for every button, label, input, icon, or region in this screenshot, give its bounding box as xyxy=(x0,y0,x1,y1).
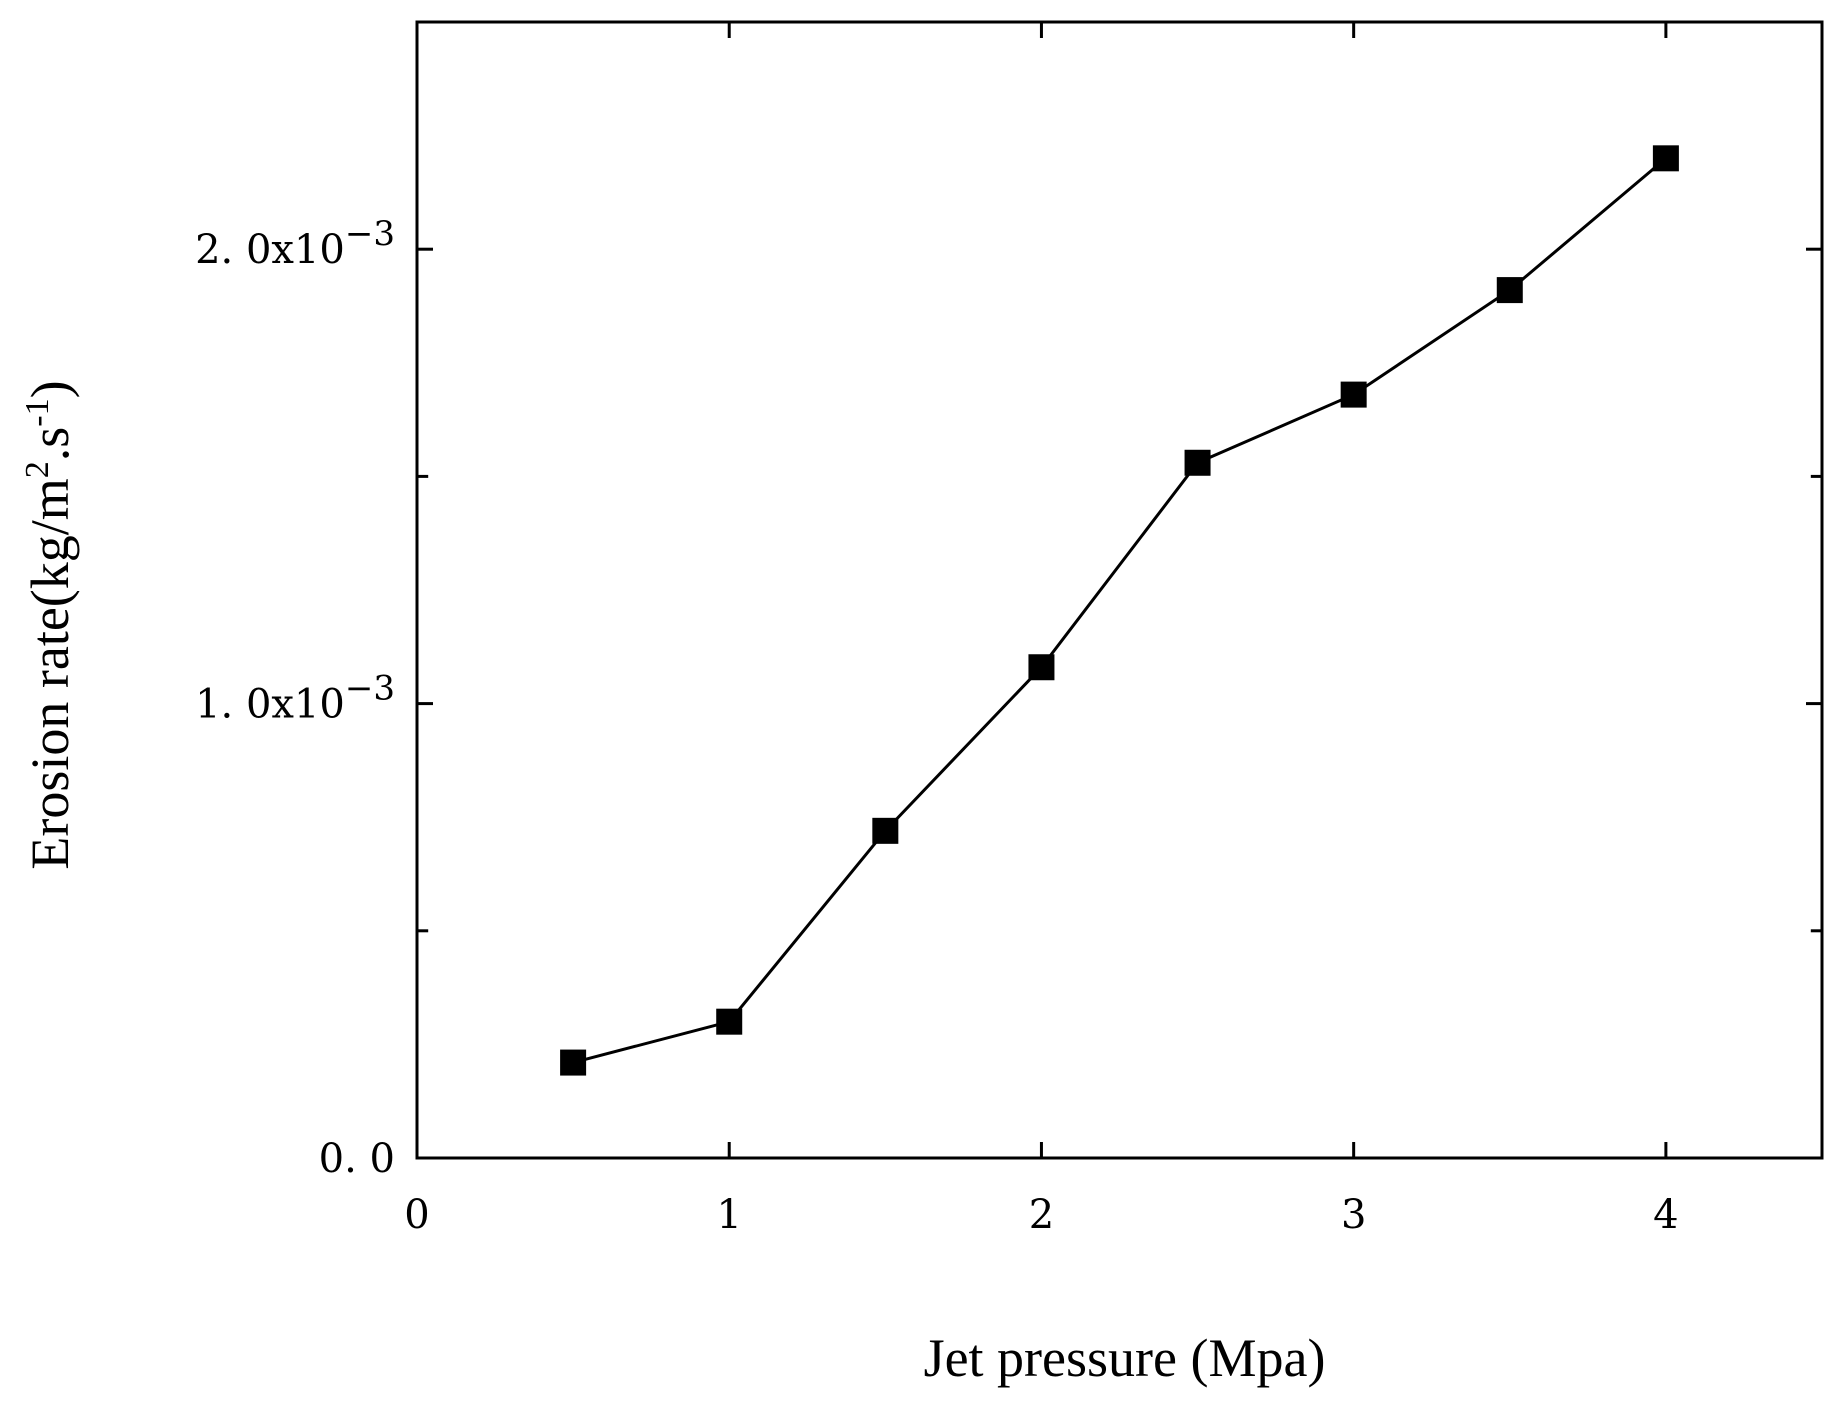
y-tick-label: 1. 0x10−3 xyxy=(195,669,395,728)
y-tick-label: 2. 0x10−3 xyxy=(195,214,395,273)
data-point-marker xyxy=(1652,145,1679,172)
x-tick-label: 3 xyxy=(1341,1192,1366,1238)
x-axis-title: Jet pressure (Mpa) xyxy=(924,1328,1326,1388)
x-tick-label: 4 xyxy=(1653,1192,1678,1238)
series-line xyxy=(572,157,1667,1065)
data-point-marker xyxy=(1184,449,1211,476)
data-layer xyxy=(560,145,1679,1076)
y-axis-title: Erosion rate(kg/m2.s-1) xyxy=(19,380,80,869)
data-point-marker xyxy=(1340,381,1367,408)
data-point-marker xyxy=(560,1049,587,1076)
x-tick-label: 0 xyxy=(404,1192,429,1238)
plot-frame xyxy=(415,20,1824,1160)
data-point-marker xyxy=(1028,654,1055,681)
x-tick-label: 2 xyxy=(1029,1192,1054,1238)
data-point-marker xyxy=(1496,277,1523,304)
x-tick-label: 1 xyxy=(716,1192,741,1238)
labels-layer: 0 1 2 3 4 0. 0 1. 0x10−3 2. 0x10−3 Jet pressure … xyxy=(19,214,1679,1388)
y-tick-label: 0. 0 xyxy=(319,1136,395,1182)
axes-layer xyxy=(415,20,1824,1160)
data-point-marker xyxy=(716,1008,743,1035)
data-point-marker xyxy=(872,817,899,844)
ticks-layer xyxy=(415,22,1822,1160)
